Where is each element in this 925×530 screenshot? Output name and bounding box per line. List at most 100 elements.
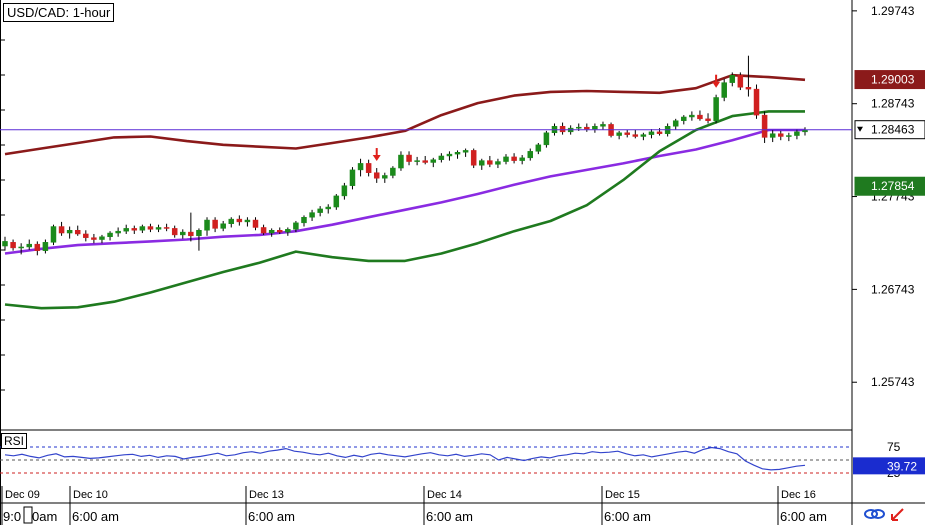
candle-body <box>212 219 218 229</box>
rsi-current-value: 39.72 <box>887 459 917 473</box>
candle-body <box>26 243 32 248</box>
date-label-box <box>2 487 48 501</box>
candlestick-series <box>2 55 808 256</box>
scroll-arrow-icon[interactable] <box>891 508 904 521</box>
candle-body <box>18 246 24 249</box>
middle-band-line <box>4 128 805 255</box>
date-label-box <box>424 487 470 501</box>
date-label: Dec 09 <box>5 489 40 501</box>
candle-body <box>624 132 630 135</box>
candle-body <box>107 232 113 237</box>
rsi-label: RSI <box>1 433 28 449</box>
candle-body <box>632 134 639 137</box>
candle-body <box>252 219 259 228</box>
candle-body <box>260 227 267 234</box>
link-icon[interactable] <box>864 509 885 519</box>
candle-body <box>737 74 744 88</box>
time-label: 6:00 am <box>780 509 827 524</box>
date-label: Dec 15 <box>605 489 640 501</box>
candle-body <box>681 116 687 121</box>
chart-toolbar-icons <box>864 508 904 521</box>
candle-body <box>705 118 711 121</box>
rsi-level-label-75: 75 <box>887 440 901 454</box>
candle-body <box>786 135 792 137</box>
candle-body <box>479 160 485 166</box>
candle-body <box>220 223 226 229</box>
lower-band-line <box>4 110 805 310</box>
candle-body <box>180 231 186 236</box>
candle-body <box>527 151 534 159</box>
time-cursor-box <box>23 506 33 524</box>
current-price-label-text: 1.28463 <box>871 123 915 137</box>
price-tick-label: 1.26743 <box>871 282 915 296</box>
candle-body <box>503 156 509 162</box>
time-label: 6:00 am <box>604 509 651 524</box>
candle-body <box>543 132 550 146</box>
current-price-label-box <box>854 120 925 140</box>
candle-body <box>745 87 752 90</box>
candle-body <box>559 126 566 133</box>
candle-body <box>422 160 428 163</box>
chart-title: USD/CAD: 1-hour <box>3 3 115 22</box>
candle-body <box>454 152 461 155</box>
candle-body <box>390 167 396 176</box>
candle-body <box>446 153 453 157</box>
candle-body <box>131 228 138 231</box>
bollinger-bands <box>4 73 806 310</box>
time-label: 6:00 am <box>72 509 119 524</box>
candle-body <box>470 150 477 166</box>
candle-body <box>535 144 542 152</box>
signal-arrows <box>372 74 721 162</box>
lower-band-label-text: 1.27854 <box>871 179 915 193</box>
time-label: 6:00 am <box>426 509 473 524</box>
candle-body <box>309 212 315 218</box>
candle-body <box>721 82 727 98</box>
current-price-marker-icon <box>857 126 863 132</box>
candle-body <box>91 237 97 240</box>
candle-body <box>462 150 469 153</box>
time-label: 0am <box>32 509 57 524</box>
candle-body <box>672 120 679 127</box>
time-label: 6:00 am <box>248 509 295 524</box>
rsi-panel: 752539.72 <box>0 440 925 480</box>
candle-body <box>729 74 736 83</box>
candle-body <box>511 156 517 161</box>
time-axis: 9:0 0am 6:00 am 6:00 am 6:00 am 6:00 am 6:00 a… <box>3 506 827 524</box>
candle-body <box>341 185 348 197</box>
candle-body <box>123 228 129 232</box>
candle-body <box>317 208 323 213</box>
candle-body <box>155 227 162 230</box>
candle-body <box>285 229 291 233</box>
candle-body <box>398 154 404 169</box>
candle-body <box>713 97 719 121</box>
candle-body <box>2 241 8 247</box>
price-labels: 1.29003 1.28463 1.27854 <box>0 70 925 196</box>
candle-body <box>769 133 776 138</box>
candle-body <box>171 228 178 236</box>
signal-arrow-head <box>712 81 721 88</box>
candle-body <box>414 160 420 162</box>
candle-body <box>382 175 388 179</box>
candle-body <box>196 229 202 237</box>
candle-body <box>761 114 768 138</box>
candle-body <box>10 242 16 249</box>
price-tick-label: 1.25743 <box>871 375 915 389</box>
candle-body <box>147 226 154 230</box>
candle-body <box>293 222 299 230</box>
candle-body <box>139 226 146 231</box>
candle-body <box>325 206 331 210</box>
date-label-box <box>602 487 648 501</box>
candle-body <box>592 126 598 130</box>
date-label: Dec 14 <box>427 489 462 501</box>
candle-body <box>301 216 307 224</box>
candle-body <box>74 229 81 235</box>
candle-body <box>656 131 663 134</box>
candle-body <box>689 114 695 118</box>
candle-body <box>276 229 283 233</box>
candle-body <box>268 229 275 234</box>
candle-body <box>333 195 340 208</box>
date-label-box <box>246 487 292 501</box>
